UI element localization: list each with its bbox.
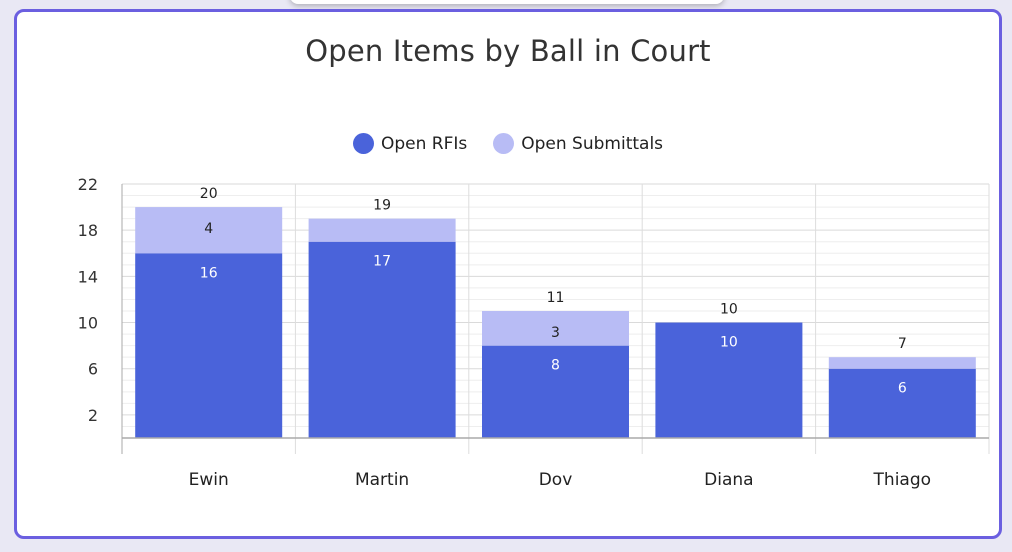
- data-label: 16: [200, 265, 218, 281]
- x-category-label: Martin: [355, 470, 409, 490]
- legend-item-open-submittals[interactable]: Open Submittals: [493, 133, 663, 154]
- y-tick-label: 14: [78, 267, 98, 286]
- data-label: 10: [720, 335, 738, 351]
- chart-title: Open Items by Ball in Court: [305, 34, 711, 68]
- bar-open-rfis: [655, 322, 803, 438]
- bar-open-submittals: [482, 311, 629, 346]
- bar-open-submittals: [308, 218, 456, 242]
- bar-open-submittals: [828, 357, 976, 369]
- bar-open-rfis: [135, 253, 283, 438]
- bar-open-rfis: [308, 241, 456, 438]
- y-tick-label: 22: [78, 175, 98, 194]
- data-label: 3: [551, 325, 560, 341]
- total-label: 20: [200, 186, 218, 202]
- x-category-label: Thiago: [873, 470, 932, 490]
- y-tick-label: 6: [88, 360, 98, 379]
- popover-edge: [290, 0, 724, 4]
- chart-legend: Open RFIs Open Submittals: [17, 133, 999, 154]
- legend-label-open-submittals: Open Submittals: [521, 133, 664, 154]
- data-label: 4: [204, 221, 213, 237]
- x-category-label: Diana: [704, 470, 753, 490]
- legend-swatch-open-rfis: [352, 133, 374, 154]
- x-category-label: Ewin: [189, 470, 229, 490]
- x-category-label: Dov: [539, 470, 573, 490]
- bar-open-submittals: [135, 207, 283, 254]
- bar-open-rfis: [482, 345, 629, 438]
- y-tick-label: 18: [78, 221, 98, 240]
- y-tick-label: 2: [88, 406, 98, 425]
- data-label: 6: [898, 381, 907, 397]
- total-label: 11: [547, 290, 565, 306]
- total-label: 19: [373, 198, 391, 214]
- y-tick-label: 10: [78, 314, 98, 333]
- data-label: 17: [373, 254, 391, 270]
- legend-swatch-open-submittals: [493, 133, 515, 154]
- data-label: 8: [551, 358, 560, 374]
- bar-open-rfis: [828, 368, 976, 438]
- total-label: 7: [898, 336, 907, 352]
- legend-item-open-rfis[interactable]: Open RFIs: [352, 133, 468, 154]
- legend-label-open-rfis: Open RFIs: [380, 133, 468, 154]
- total-label: 10: [720, 302, 738, 318]
